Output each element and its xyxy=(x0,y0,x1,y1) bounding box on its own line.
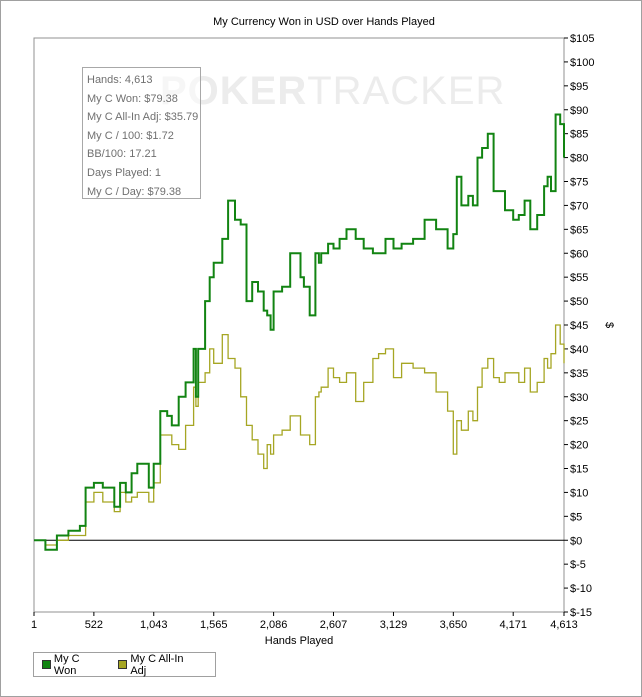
y-tick-label: $-10 xyxy=(570,583,592,595)
x-tick-label: 2,086 xyxy=(260,619,288,631)
y-tick-label: $95 xyxy=(570,81,588,93)
series-line-won xyxy=(34,113,565,551)
y-tick-label: $-5 xyxy=(570,559,586,571)
y-tick-label: $65 xyxy=(570,224,588,236)
x-tick-label: 3,650 xyxy=(440,619,468,631)
y-tick-label: $20 xyxy=(570,440,588,452)
stat-allin: My C All-In Adj: $35.79 xyxy=(87,111,199,124)
x-tick-label: 1,565 xyxy=(200,619,228,631)
x-tick-label: 4,613 xyxy=(550,619,578,631)
y-tick-label: $10 xyxy=(570,487,588,499)
x-tick-label: 2,607 xyxy=(320,619,348,631)
y-tick-label: $70 xyxy=(570,200,588,212)
y-tick-label: $80 xyxy=(570,153,588,165)
y-tick-label: $25 xyxy=(570,416,588,428)
y-axis-label: $ xyxy=(603,322,615,328)
legend-label-allin: My C All-In Adj xyxy=(130,652,184,677)
y-tick-label: $85 xyxy=(570,129,588,141)
y-tick-label: $45 xyxy=(570,320,588,332)
y-tick-label: $40 xyxy=(570,344,588,356)
stat-hands: Hands: 4,613 xyxy=(87,74,153,86)
legend-item-won[interactable]: My C Won xyxy=(42,653,104,677)
x-tick-label: 522 xyxy=(85,619,103,631)
x-tick-label: 4,171 xyxy=(499,619,527,631)
y-tick-label: $50 xyxy=(570,296,588,308)
y-tick-label: $-15 xyxy=(570,607,592,619)
series-layer xyxy=(34,113,565,551)
y-tick-label: $100 xyxy=(570,57,594,69)
x-axis-label: Hands Played xyxy=(265,635,334,647)
legend-label-won: My C Won xyxy=(53,652,80,677)
y-tick-label: $30 xyxy=(570,392,588,404)
x-tick-label: 3,129 xyxy=(380,619,408,631)
stat-per-day: My C / Day: $79.38 xyxy=(87,185,182,198)
stats-box: Hands: 4,613 My C Won: $79.38 My C All-I… xyxy=(82,67,201,199)
y-tick-label: $15 xyxy=(570,464,588,476)
y-tick-label: $105 xyxy=(570,33,594,45)
y-tick-label: $0 xyxy=(570,535,582,547)
y-tick-label: $75 xyxy=(570,177,588,189)
stat-won: My C Won: $79.38 xyxy=(87,92,178,105)
x-tick-label: 1,043 xyxy=(140,619,168,631)
y-tick-label: $5 xyxy=(570,511,582,523)
chart-title: My Currency Won in USD over Hands Played xyxy=(213,16,435,28)
y-tick-label: $55 xyxy=(570,272,588,284)
x-axis-ticks: 1 522 1,043 1,565 2,086 2,607 3,129 3,650 4,171 4… xyxy=(31,612,578,631)
stat-days: Days Played: 1 xyxy=(87,166,161,179)
stat-per-100: My C / 100: $1.72 xyxy=(87,129,174,142)
legend-swatch-allin xyxy=(118,660,128,669)
watermark: POKERTRACKER xyxy=(160,69,505,113)
x-tick-label: 1 xyxy=(31,619,37,631)
watermark-logo-text: POKERTRACKER xyxy=(160,69,505,113)
legend-item-allin[interactable]: My C All-In Adj xyxy=(118,653,201,677)
y-tick-label: $90 xyxy=(570,105,588,117)
legend: My C Won My C All-In Adj xyxy=(33,652,216,677)
y-axis-ticks: $105 $100 $95 $90 $85 $80 $75 $70 $65 $60 $55 $50 $4… xyxy=(564,33,594,619)
stat-bb-100: BB/100: 17.21 xyxy=(87,148,157,161)
y-tick-label: $60 xyxy=(570,248,588,260)
series-line-allin xyxy=(34,324,565,546)
y-tick-label: $35 xyxy=(570,368,588,380)
legend-swatch-won xyxy=(42,660,51,669)
